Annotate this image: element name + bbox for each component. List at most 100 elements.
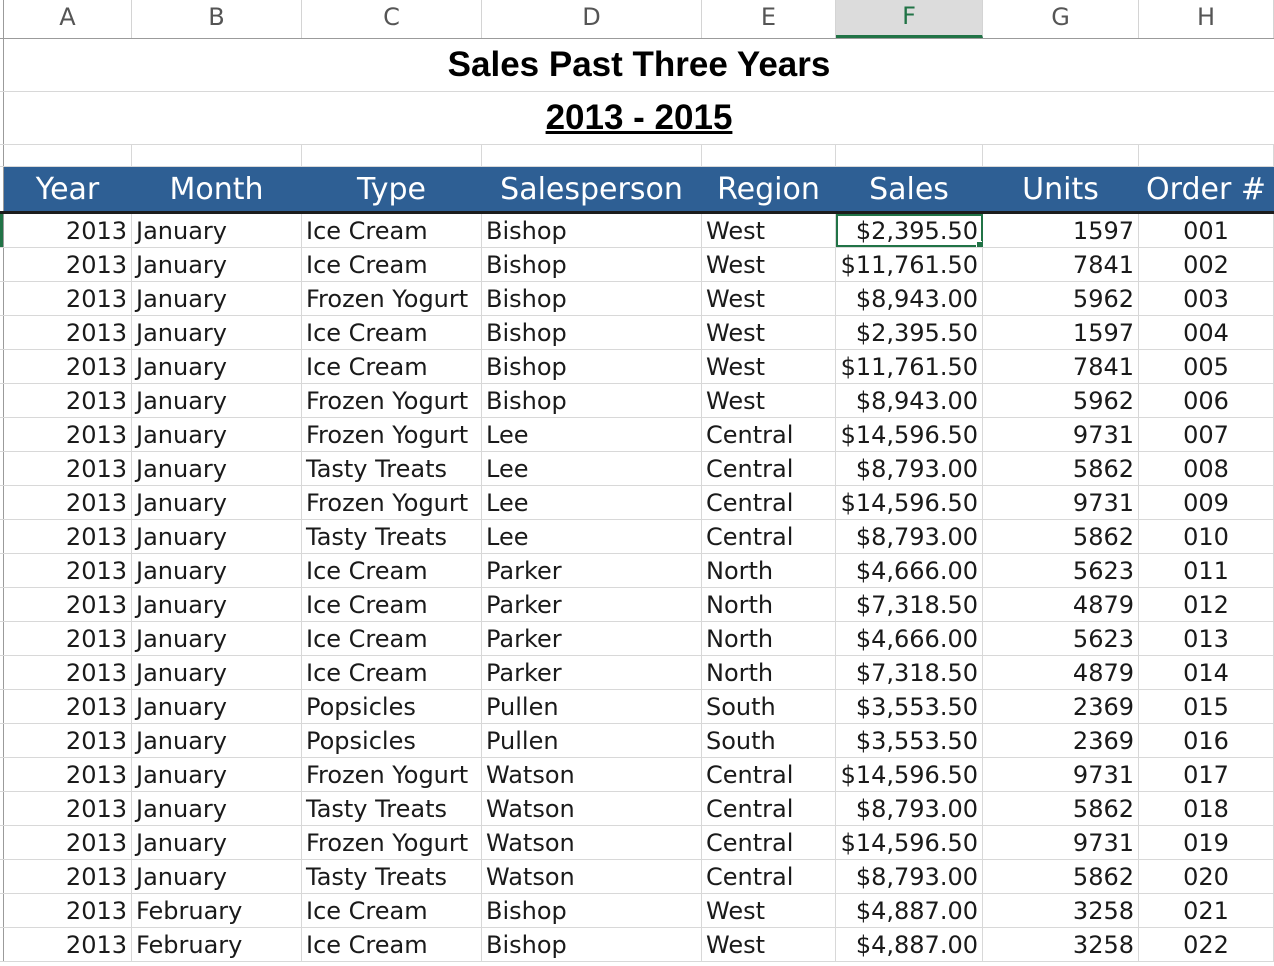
cell-salesperson[interactable]: Lee (482, 486, 702, 519)
header-salesperson[interactable]: Salesperson (482, 167, 702, 211)
cell-type[interactable]: Ice Cream (302, 316, 482, 349)
row-gutter[interactable] (0, 248, 4, 281)
cell-month[interactable]: January (132, 690, 302, 723)
cell-units[interactable]: 4879 (983, 588, 1139, 621)
cell-month[interactable]: January (132, 554, 302, 587)
cell-region[interactable]: South (702, 690, 836, 723)
cell-order-number[interactable]: 022 (1139, 928, 1274, 961)
cell-month[interactable]: January (132, 724, 302, 757)
column-header-a[interactable]: A (4, 0, 132, 38)
cell-units[interactable]: 1597 (983, 214, 1139, 247)
column-header-c[interactable]: C (302, 0, 482, 38)
cell-salesperson[interactable]: Bishop (482, 248, 702, 281)
cell-sales[interactable]: $8,793.00 (836, 452, 983, 485)
cell-month[interactable]: January (132, 656, 302, 689)
cell-type[interactable]: Frozen Yogurt (302, 758, 482, 791)
cell-units[interactable]: 7841 (983, 350, 1139, 383)
cell-order-number[interactable]: 004 (1139, 316, 1274, 349)
cell-order-number[interactable]: 005 (1139, 350, 1274, 383)
row-gutter[interactable] (0, 656, 4, 689)
cell[interactable] (1139, 145, 1274, 166)
cell-order-number[interactable]: 002 (1139, 248, 1274, 281)
cell-units[interactable]: 5962 (983, 282, 1139, 315)
cell-units[interactable]: 5623 (983, 622, 1139, 655)
cell-year[interactable]: 2013 (4, 452, 132, 485)
cell-year[interactable]: 2013 (4, 384, 132, 417)
cell-year[interactable]: 2013 (4, 486, 132, 519)
cell-region[interactable]: Central (702, 520, 836, 553)
cell-units[interactable]: 3258 (983, 928, 1139, 961)
cell-region[interactable]: South (702, 724, 836, 757)
cell-type[interactable]: Ice Cream (302, 248, 482, 281)
cell-type[interactable]: Ice Cream (302, 894, 482, 927)
header-units[interactable]: Units (983, 167, 1139, 211)
cell-year[interactable]: 2013 (4, 248, 132, 281)
cell-units[interactable]: 4879 (983, 656, 1139, 689)
header-year[interactable]: Year (4, 167, 132, 211)
row-gutter[interactable] (0, 214, 4, 247)
cell-year[interactable]: 2013 (4, 214, 132, 247)
header-sales[interactable]: Sales (836, 167, 983, 211)
cell-units[interactable]: 7841 (983, 248, 1139, 281)
cell-salesperson[interactable]: Bishop (482, 350, 702, 383)
cell-salesperson[interactable]: Pullen (482, 690, 702, 723)
cell[interactable] (983, 145, 1139, 166)
cell-type[interactable]: Popsicles (302, 724, 482, 757)
cell-order-number[interactable]: 018 (1139, 792, 1274, 825)
cell-order-number[interactable]: 007 (1139, 418, 1274, 451)
cell-month[interactable]: January (132, 860, 302, 893)
cell-units[interactable]: 5962 (983, 384, 1139, 417)
cell-salesperson[interactable]: Bishop (482, 384, 702, 417)
cell-region[interactable]: West (702, 248, 836, 281)
row-gutter[interactable] (0, 588, 4, 621)
row-gutter[interactable] (0, 145, 4, 166)
cell-type[interactable]: Tasty Treats (302, 452, 482, 485)
cell-type[interactable]: Frozen Yogurt (302, 282, 482, 315)
cell-region[interactable]: North (702, 588, 836, 621)
cell-units[interactable]: 9731 (983, 758, 1139, 791)
cell-units[interactable]: 5862 (983, 452, 1139, 485)
cell-month[interactable]: January (132, 350, 302, 383)
cell-year[interactable]: 2013 (4, 350, 132, 383)
cell-year[interactable]: 2013 (4, 588, 132, 621)
cell-month[interactable]: January (132, 248, 302, 281)
cell-salesperson[interactable]: Lee (482, 520, 702, 553)
cell-year[interactable]: 2013 (4, 826, 132, 859)
row-gutter[interactable] (0, 167, 4, 211)
cell-type[interactable]: Tasty Treats (302, 860, 482, 893)
cell[interactable] (4, 145, 132, 166)
row-gutter[interactable] (0, 826, 4, 859)
row-gutter[interactable] (0, 928, 4, 961)
header-order-number[interactable]: Order # (1139, 167, 1274, 211)
cell-units[interactable]: 2369 (983, 724, 1139, 757)
cell-month[interactable]: January (132, 758, 302, 791)
row-gutter[interactable] (0, 452, 4, 485)
cell-year[interactable]: 2013 (4, 724, 132, 757)
cell-month[interactable]: February (132, 894, 302, 927)
cell-sales[interactable]: $8,793.00 (836, 792, 983, 825)
cell-month[interactable]: January (132, 792, 302, 825)
cell-sales[interactable]: $3,553.50 (836, 724, 983, 757)
cell-month[interactable]: January (132, 622, 302, 655)
cell-region[interactable]: North (702, 554, 836, 587)
cell-order-number[interactable]: 016 (1139, 724, 1274, 757)
cell-month[interactable]: February (132, 928, 302, 961)
sheet-title[interactable]: Sales Past Three Years (447, 45, 831, 84)
cell-order-number[interactable]: 001 (1139, 214, 1274, 247)
cell-units[interactable]: 3258 (983, 894, 1139, 927)
cell-year[interactable]: 2013 (4, 792, 132, 825)
cell-salesperson[interactable]: Watson (482, 758, 702, 791)
cell-units[interactable]: 5862 (983, 792, 1139, 825)
cell-sales[interactable]: $11,761.50 (836, 248, 983, 281)
cell-region[interactable]: North (702, 656, 836, 689)
row-gutter[interactable] (0, 724, 4, 757)
cell-year[interactable]: 2013 (4, 316, 132, 349)
cell-salesperson[interactable]: Lee (482, 418, 702, 451)
cell-salesperson[interactable]: Parker (482, 656, 702, 689)
cell-units[interactable]: 5862 (983, 860, 1139, 893)
cell-sales[interactable]: $8,793.00 (836, 520, 983, 553)
row-gutter[interactable] (0, 792, 4, 825)
cell-sales[interactable]: $8,943.00 (836, 282, 983, 315)
row-gutter[interactable] (0, 418, 4, 451)
column-header-h[interactable]: H (1139, 0, 1274, 38)
